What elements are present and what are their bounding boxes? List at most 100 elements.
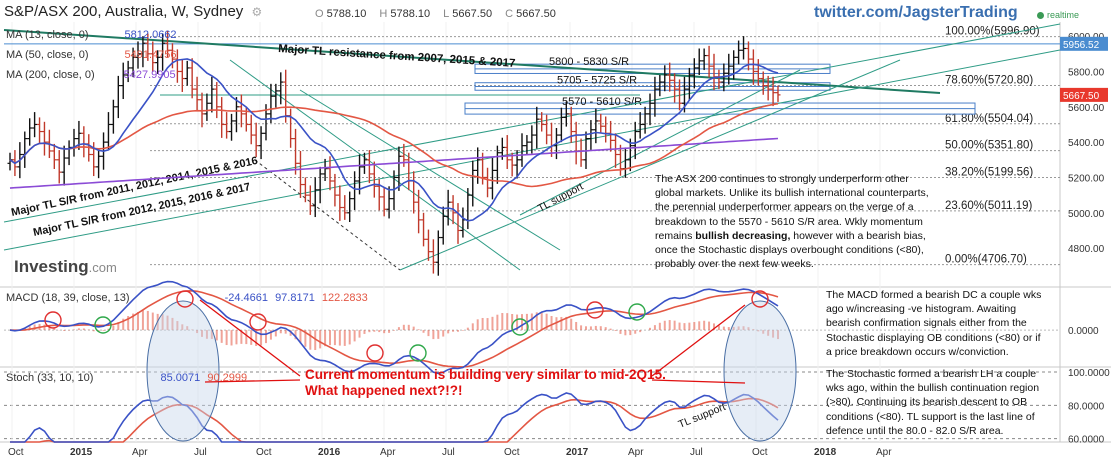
stoch-tick-label: 100.0000 bbox=[1068, 368, 1110, 379]
stoch-tick-label: 60.0000 bbox=[1068, 435, 1105, 446]
stoch-label: Stoch (33, 10, 10) bbox=[6, 372, 94, 384]
close-label: C bbox=[505, 8, 514, 20]
stoch-note-line: conditions (<80). TL support is the last… bbox=[826, 410, 1035, 423]
time-tick-label: Apr bbox=[628, 447, 644, 458]
open-value: 5788.10 bbox=[326, 8, 367, 20]
macd-note-line: a price breakdown occurs w/conviction. bbox=[826, 345, 1009, 358]
ma13-legend[interactable]: MA (13, close, 0) 5812.0662 bbox=[6, 29, 177, 41]
top-level-tag bbox=[1060, 36, 1108, 51]
crossover-marker-icon bbox=[44, 311, 62, 329]
settings-icon[interactable]: ⚙ bbox=[251, 5, 263, 19]
price-tick-label: 5200.00 bbox=[1068, 173, 1105, 184]
ma200-line bbox=[9, 137, 779, 189]
time-tick-label: Oct bbox=[752, 447, 768, 458]
macd-tick-label: 0.0000 bbox=[1068, 326, 1099, 337]
main-note-text: remains bbox=[655, 229, 696, 242]
ma50-value: 5491.4756 bbox=[124, 49, 177, 61]
stoch-value-1: 85.0071 bbox=[160, 372, 201, 384]
ma50-line bbox=[9, 102, 779, 188]
sr-zone-label: 5705 - 5725 S/R bbox=[557, 75, 637, 87]
stoch-legend[interactable]: Stoch (33, 10, 10) 85.0071 90.2999 bbox=[6, 372, 247, 384]
fib-level-label: 78.60%(5720.80) bbox=[945, 74, 1033, 86]
callout-arrow bbox=[199, 299, 301, 377]
main-note-line: probably over the next few weeks. bbox=[655, 258, 814, 271]
open-label: O bbox=[315, 8, 324, 20]
main-note-line: the perennial underperformer appears on … bbox=[655, 201, 914, 214]
time-tick-label: Apr bbox=[380, 447, 396, 458]
tl-label: Major TL resistance from 2007, 2015 & 20… bbox=[278, 43, 516, 70]
main-note-line: breakdown to the 5570 - 5610 S/R area. W… bbox=[655, 215, 923, 228]
fib-level-label: 23.60%(5011.19) bbox=[945, 200, 1033, 212]
stoch-note-line: The Stochastic formed a bearish LH a cou… bbox=[826, 368, 1037, 380]
time-tick-label: Apr bbox=[876, 447, 892, 458]
macd-note-line: The MACD formed a bearish DC a couple wk… bbox=[826, 289, 1042, 301]
price-tick-label: 5600.00 bbox=[1068, 103, 1105, 114]
ma50-legend[interactable]: MA (50, close, 0) 5491.4756 bbox=[6, 49, 177, 61]
macd-value-1: -24.4661 bbox=[224, 292, 268, 304]
low-label: L bbox=[443, 8, 450, 20]
time-tick-label: Apr bbox=[132, 447, 148, 458]
stoch-value-2: 90.2999 bbox=[207, 372, 248, 384]
stoch-commentary: The Stochastic formed a bearish LH a cou… bbox=[826, 367, 1058, 438]
time-tick-label: Oct bbox=[256, 447, 272, 458]
macd-line bbox=[9, 280, 779, 375]
ma200-legend[interactable]: MA (200, close, 0) 5427.9905 bbox=[6, 69, 176, 81]
chart-title-text: S&P/ASX 200, Australia, W, Sydney bbox=[4, 3, 244, 20]
time-tick-label: 2017 bbox=[566, 447, 589, 458]
ma13-label: MA (13, close, 0) bbox=[6, 29, 89, 41]
low-value: 5667.50 bbox=[452, 8, 493, 20]
time-tick-label: Oct bbox=[8, 447, 24, 458]
fib-level-label: 50.00%(5351.80) bbox=[945, 140, 1033, 152]
main-note-line: remains bullish decreasing, however with… bbox=[655, 229, 940, 243]
tl-dashed-line bbox=[254, 159, 401, 271]
momentum-callout: Current momentum is building very simila… bbox=[305, 367, 666, 399]
time-tick-label: Jul bbox=[690, 447, 703, 458]
crossover-marker-icon bbox=[176, 290, 194, 308]
crossover-marker-icon bbox=[628, 303, 646, 321]
macd-legend[interactable]: MACD (18, 39, close, 13) -24.4661 97.817… bbox=[6, 292, 368, 304]
fib-level-label: 100.00%(5996.90) bbox=[945, 26, 1040, 38]
tl-resistance-line bbox=[299, 89, 561, 251]
crossover-marker-icon bbox=[586, 301, 604, 319]
time-tick-label: Jul bbox=[194, 447, 207, 458]
high-value: 5788.10 bbox=[390, 8, 431, 20]
fib-level-label: 61.80%(5504.04) bbox=[945, 113, 1033, 125]
time-tick-label: Oct bbox=[504, 447, 520, 458]
ma50-label: MA (50, close, 0) bbox=[6, 49, 89, 61]
ma200-value: 5427.9905 bbox=[123, 69, 176, 81]
macd-commentary: The MACD formed a bearish DC a couple wk… bbox=[826, 288, 1058, 359]
price-tick-label: 5400.00 bbox=[1068, 138, 1105, 149]
twitter-handle[interactable]: twitter.com/JagsterTrading bbox=[814, 4, 1018, 21]
price-tick-label: 5800.00 bbox=[1068, 67, 1105, 78]
logo-text: Investing bbox=[14, 257, 89, 276]
realtime-dot-icon bbox=[1037, 12, 1044, 20]
main-note-line: global markets. Unlike its bullish inter… bbox=[655, 187, 929, 200]
macd-value-2: 97.8171 bbox=[275, 292, 315, 304]
crossover-marker-icon bbox=[409, 344, 427, 362]
sr-zone-label: 5570 - 5610 S/R bbox=[562, 96, 642, 108]
crossover-marker-icon bbox=[511, 318, 529, 336]
stoch-note-line: defence until the 80.0 - 82.0 S/R area. bbox=[826, 424, 1004, 437]
investing-logo: Investing.com bbox=[14, 257, 117, 277]
stoch-note-line: wks ago, within the bullish continuation… bbox=[826, 382, 1040, 395]
crossover-marker-icon bbox=[249, 313, 267, 331]
callout-arrow bbox=[651, 379, 746, 384]
tl-resistance-line bbox=[3, 29, 941, 94]
main-note-bold: bullish decreasing, bbox=[695, 229, 791, 242]
high-label: H bbox=[379, 8, 388, 20]
main-note-line: The ASX 200 continues to strongly underp… bbox=[655, 173, 909, 185]
crossover-marker-icon bbox=[751, 290, 769, 308]
chart-title[interactable]: S&P/ASX 200, Australia, W, Sydney ⚙ bbox=[4, 3, 262, 20]
current-price-label: 5667.50 bbox=[1063, 91, 1100, 102]
price-tick-label: 4800.00 bbox=[1068, 244, 1105, 255]
highlight-ellipse bbox=[723, 300, 797, 442]
price-tick-label: 5000.00 bbox=[1068, 209, 1105, 220]
sr-zone-label: 5800 - 5830 S/R bbox=[549, 56, 629, 68]
time-tick-label: 2016 bbox=[318, 447, 341, 458]
fib-level-label: 38.20%(5199.56) bbox=[945, 167, 1033, 179]
ma13-value: 5812.0662 bbox=[124, 29, 177, 41]
close-value: 5667.50 bbox=[516, 8, 556, 20]
tl-support-line bbox=[519, 69, 801, 216]
